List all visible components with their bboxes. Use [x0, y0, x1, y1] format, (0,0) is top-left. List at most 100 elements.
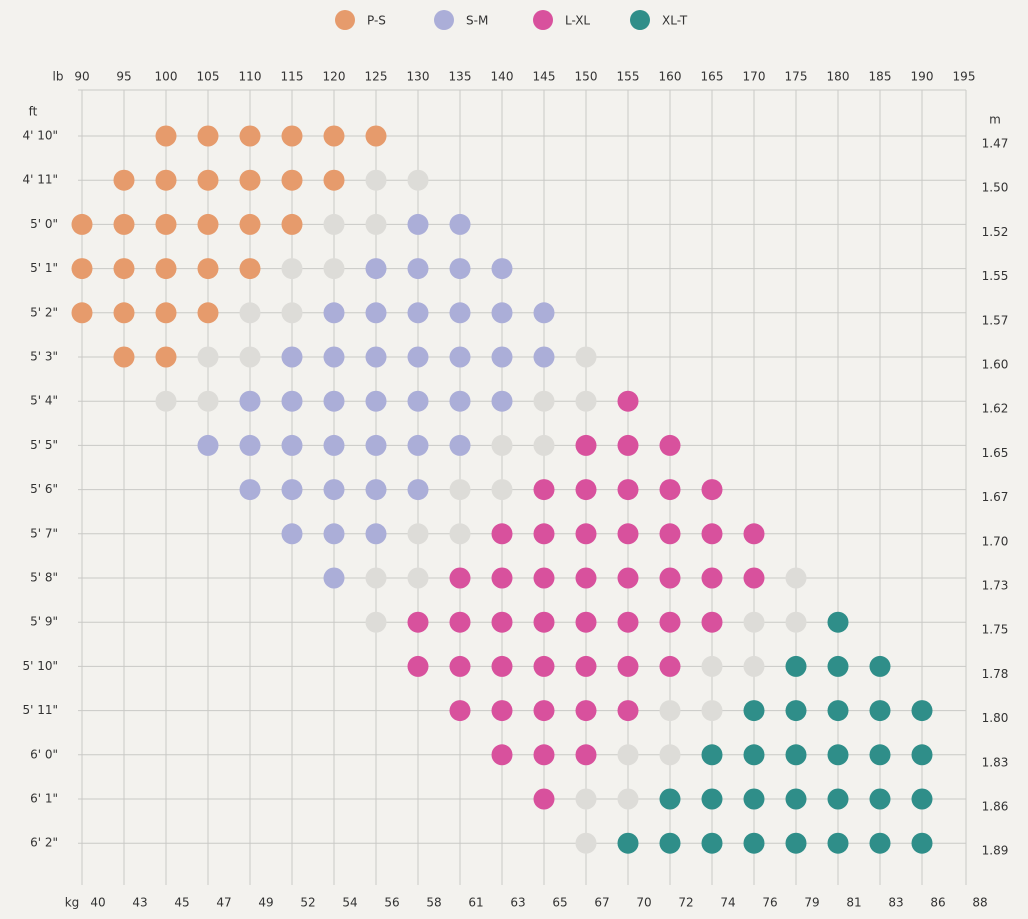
size-dot	[365, 523, 387, 545]
size-dot	[449, 390, 471, 412]
size-dot	[365, 258, 387, 280]
size-dot	[659, 788, 681, 810]
top-tick-label: 125	[365, 70, 388, 84]
right-tick-label: 1.62	[982, 402, 1009, 416]
size-dot	[659, 832, 681, 854]
size-dot	[365, 567, 387, 589]
top-tick-label: 110	[239, 70, 262, 84]
bottom-tick-label: 86	[930, 896, 945, 910]
size-dot	[575, 434, 597, 456]
size-dot	[743, 788, 765, 810]
top-tick-label: 190	[911, 70, 934, 84]
size-dot	[659, 700, 681, 722]
size-dot	[365, 169, 387, 191]
right-tick-label: 1.83	[982, 755, 1009, 769]
bottom-tick-label: 40	[90, 896, 105, 910]
top-tick-label: 165	[701, 70, 724, 84]
bottom-tick-label: 83	[888, 896, 903, 910]
size-dot	[491, 479, 513, 501]
size-dot	[617, 832, 639, 854]
right-tick-label: 1.70	[982, 534, 1009, 548]
size-dot	[533, 567, 555, 589]
size-dot	[785, 611, 807, 633]
bottom-tick-label: 67	[594, 896, 609, 910]
size-dot	[617, 700, 639, 722]
size-dot	[575, 655, 597, 677]
size-dot	[155, 169, 177, 191]
size-dot	[407, 434, 429, 456]
size-dot	[575, 788, 597, 810]
size-dot	[701, 744, 723, 766]
left-tick-label: 4' 10"	[22, 129, 58, 143]
size-dot	[911, 788, 933, 810]
size-dot	[869, 700, 891, 722]
size-dot	[281, 390, 303, 412]
size-dot	[533, 655, 555, 677]
size-dot	[197, 346, 219, 368]
size-dot	[785, 832, 807, 854]
legend-label: P-S	[367, 14, 386, 28]
left-tick-label: 5' 6"	[30, 482, 58, 496]
size-dot	[575, 390, 597, 412]
bottom-tick-label: 65	[552, 896, 567, 910]
top-tick-label: 155	[617, 70, 640, 84]
size-dot	[743, 567, 765, 589]
size-dot	[449, 258, 471, 280]
top-tick-label: 180	[827, 70, 850, 84]
size-dot	[281, 479, 303, 501]
size-dot	[617, 788, 639, 810]
size-dot	[827, 832, 849, 854]
size-dot	[407, 213, 429, 235]
size-dot	[197, 390, 219, 412]
top-tick-label: 95	[116, 70, 131, 84]
size-dot	[323, 479, 345, 501]
size-dot	[575, 744, 597, 766]
top-tick-label: 175	[785, 70, 808, 84]
size-dot	[575, 523, 597, 545]
bottom-tick-label: 88	[972, 896, 987, 910]
size-dot	[785, 700, 807, 722]
legend-label: XL-T	[662, 14, 688, 28]
size-dot	[533, 611, 555, 633]
size-dot	[407, 258, 429, 280]
size-dot	[617, 655, 639, 677]
size-dot	[533, 788, 555, 810]
bottom-tick-label: 72	[678, 896, 693, 910]
right-tick-label: 1.65	[982, 446, 1009, 460]
size-dot	[197, 169, 219, 191]
size-dot	[281, 302, 303, 324]
size-dot	[659, 567, 681, 589]
size-dot	[701, 788, 723, 810]
top-axis-label: lb	[53, 70, 64, 84]
size-dot	[533, 302, 555, 324]
size-dot	[533, 390, 555, 412]
size-dot	[449, 523, 471, 545]
bottom-tick-label: 43	[132, 896, 147, 910]
size-dot	[449, 479, 471, 501]
right-tick-label: 1.89	[982, 844, 1009, 858]
size-dot	[197, 302, 219, 324]
size-dot	[617, 567, 639, 589]
right-tick-label: 1.78	[982, 667, 1009, 681]
size-dot	[407, 302, 429, 324]
size-dot	[365, 125, 387, 147]
right-tick-label: 1.52	[982, 225, 1009, 239]
bottom-tick-label: 56	[384, 896, 399, 910]
size-dot	[491, 700, 513, 722]
size-dot	[827, 655, 849, 677]
size-dot	[659, 611, 681, 633]
size-dot	[71, 213, 93, 235]
size-dot	[407, 390, 429, 412]
top-tick-label: 150	[575, 70, 598, 84]
size-dot	[827, 611, 849, 633]
top-tick-label: 170	[743, 70, 766, 84]
legend-swatch	[434, 10, 454, 30]
size-dot	[701, 832, 723, 854]
size-dot	[533, 744, 555, 766]
size-dot	[323, 125, 345, 147]
left-tick-label: 5' 8"	[30, 571, 58, 585]
right-tick-label: 1.55	[982, 269, 1009, 283]
size-dot	[407, 479, 429, 501]
size-dot	[491, 744, 513, 766]
